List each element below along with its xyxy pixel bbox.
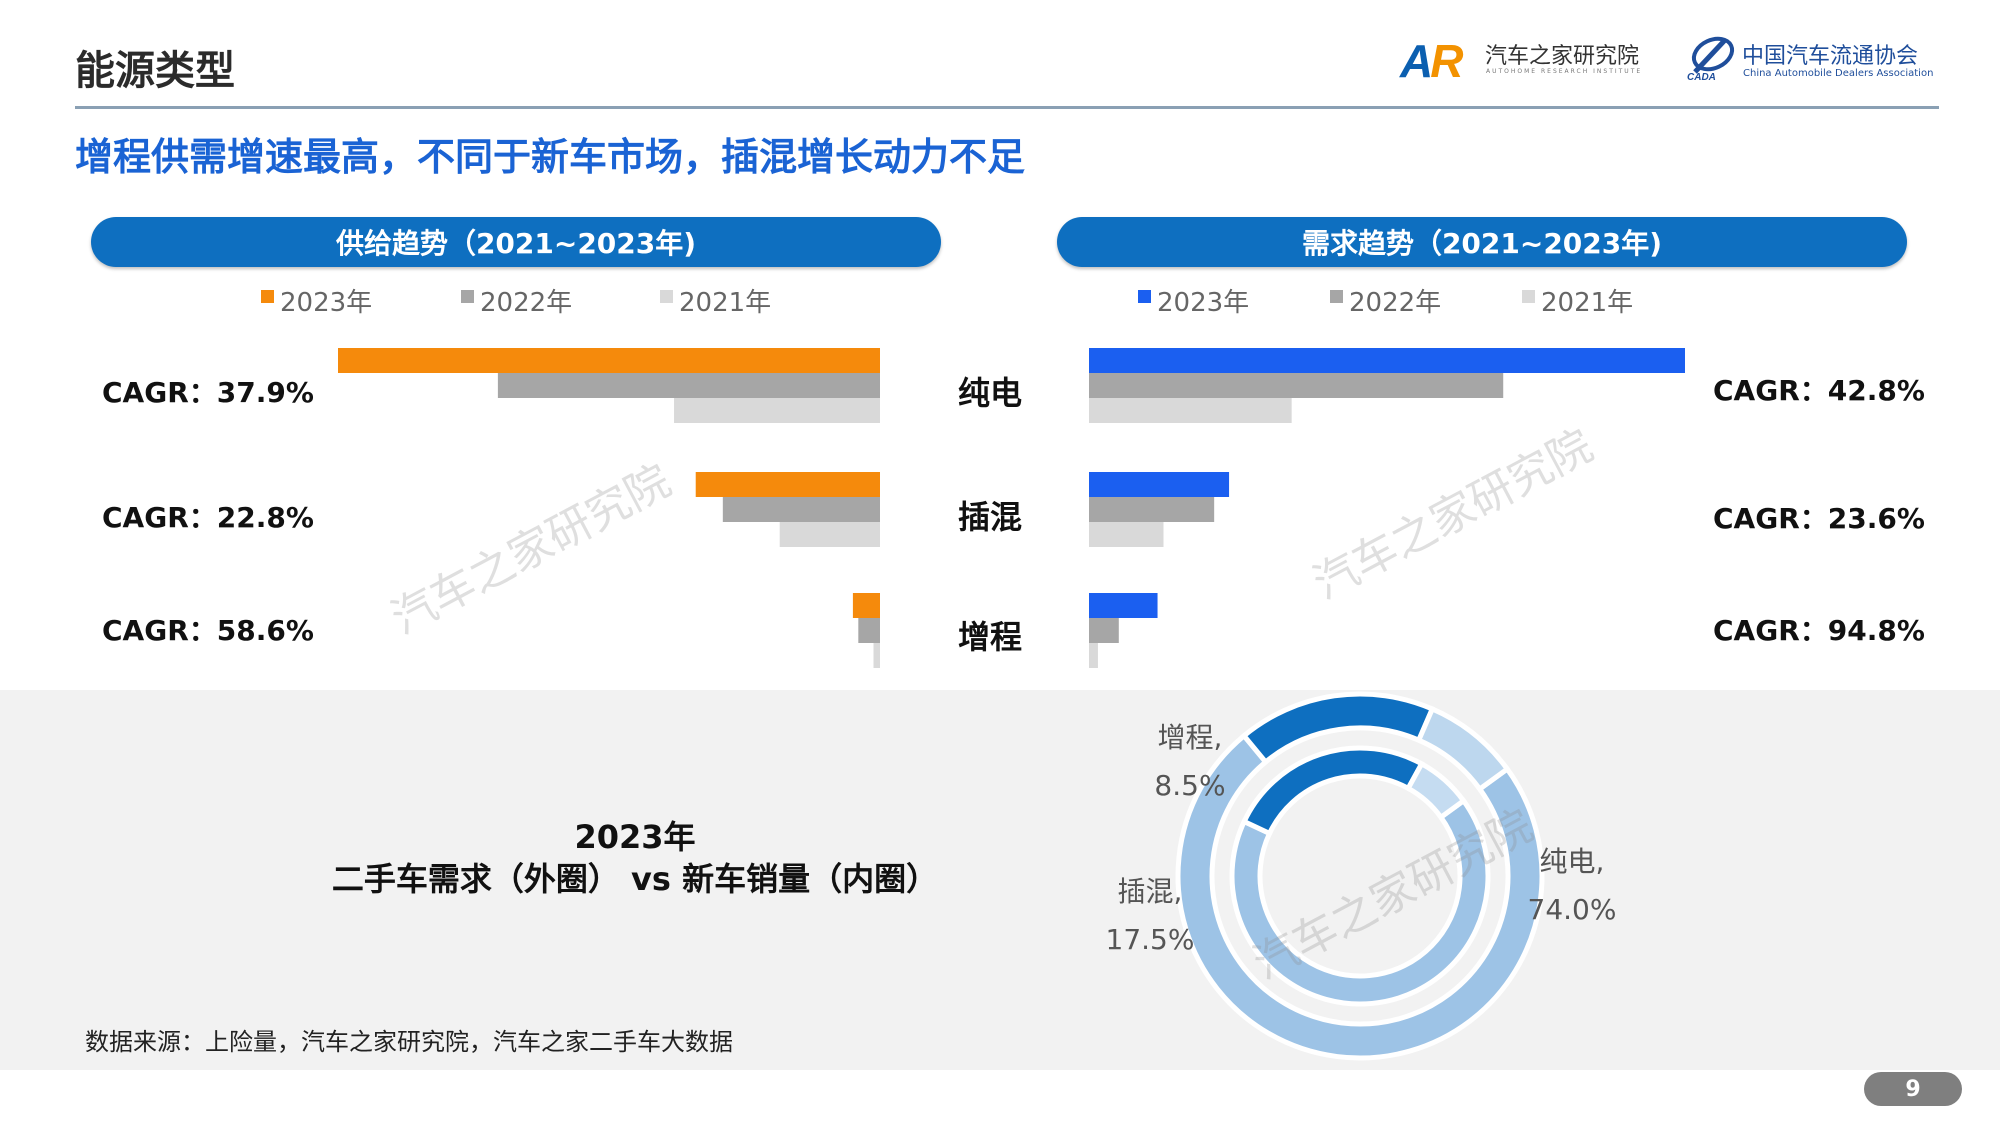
left-bar-cat-erev-2022年 (858, 618, 880, 643)
right-bar-cat-erev-2022年 (1089, 618, 1119, 643)
donut-inner-slice-增程 (1404, 760, 1468, 821)
left-bar-cat-bev-2022年 (497, 373, 880, 398)
demand-legend-2021: 2021年 (1522, 282, 1633, 319)
right-bar-cat-phev-2022年 (1089, 497, 1215, 522)
source-note: 数据来源：上险量，汽车之家研究院，汽车之家二手车大数据 (85, 1028, 733, 1056)
right-bar-cat-bev-2023年 (1089, 348, 1685, 373)
supply-legend-2022: 2022年 (461, 282, 572, 319)
donut-label-value: 8.5% (1154, 769, 1226, 802)
donut-label-bev: 纯电, 74.0% (1520, 838, 1624, 934)
left-bar-cat-phev-2021年 (779, 522, 880, 547)
supply-trend-header: 供给趋势（2021~2023年) (91, 217, 941, 267)
donut-outer-slice-纯电 (1175, 732, 1545, 1061)
cada-logo: CADA 中国汽车流通协会 China Automobile Dealers A… (1685, 30, 1933, 86)
donut-label-value: 74.0% (1527, 893, 1617, 926)
page-number: 9 (1864, 1072, 1962, 1106)
legend-label: 2022年 (1349, 288, 1442, 318)
slide-headline: 增程供需增速最高，不同于新车市场，插混增长动力不足 (75, 135, 1026, 179)
legend-label: 2023年 (1157, 288, 1250, 318)
right-bar-cat-bev-2022年 (1089, 373, 1504, 398)
demand-trend-header: 需求趋势（2021~2023年) (1057, 217, 1907, 267)
supply-legend-2023: 2023年 (261, 282, 372, 319)
legend-label: 2023年 (280, 288, 373, 318)
left-bar-cat-phev-2022年 (722, 497, 880, 522)
cada-logo-subtext: China Automobile Dealers Association (1743, 68, 1934, 79)
title-divider (75, 106, 1939, 109)
cada-emblem-icon: CADA (1687, 36, 1735, 82)
category-bev: 纯电 (958, 374, 1023, 412)
donut-label-name: 增程, (1157, 721, 1223, 754)
right-bar-cat-erev-2023年 (1089, 593, 1158, 618)
legend-swatch (261, 290, 274, 303)
ar-logo-icon: AR (1400, 35, 1463, 87)
right-bar-cat-bev-2021年 (1089, 398, 1292, 423)
category-erev: 增程 (958, 618, 1023, 656)
demand-legend-2023: 2023年 (1138, 282, 1249, 319)
legend-swatch (660, 290, 673, 303)
cada-logo-name: 中国汽车流通协会 (1742, 44, 1919, 69)
donut-title: 2023年 二手车需求（外圈） vs 新车销量（内圈） (300, 816, 970, 900)
donut-title-line1: 2023年 (574, 818, 696, 856)
donut-label-name: 纯电, (1539, 845, 1605, 878)
left-bar-cat-phev-2023年 (695, 472, 880, 497)
demand-cagr-bev: CAGR：42.8% (1713, 374, 1925, 407)
donut-label-phev: 插混, 17.5% (1098, 868, 1202, 964)
donut-label-erev: 增程, 8.5% (1140, 714, 1240, 810)
bar-charts (338, 348, 1685, 668)
demand-legend-2022: 2022年 (1330, 282, 1441, 319)
supply-cagr-phev: CAGR：22.8% (102, 501, 314, 534)
category-phev: 插混 (958, 498, 1023, 536)
right-bar-cat-phev-2021年 (1089, 522, 1164, 547)
demand-cagr-erev: CAGR：94.8% (1713, 614, 1925, 647)
legend-label: 2022年 (480, 288, 573, 318)
donut-label-name: 插混, (1117, 875, 1183, 908)
legend-swatch (1522, 290, 1535, 303)
bottom-panel (0, 690, 2000, 1070)
legend-label: 2021年 (679, 288, 772, 318)
donut-label-value: 17.5% (1105, 923, 1195, 956)
right-bar-cat-erev-2021年 (1089, 643, 1098, 668)
autohome-research-logo: AR 汽车之家研究院 AUTOHOME RESEARCH INSTITUTE (1400, 34, 1690, 87)
svg-text:CADA: CADA (1687, 72, 1716, 82)
ar-logo-subtext: AUTOHOME RESEARCH INSTITUTE (1486, 68, 1643, 75)
energy-donut-chart (1175, 691, 1545, 1061)
left-bar-cat-erev-2021年 (873, 643, 880, 668)
left-bar-cat-bev-2023年 (338, 348, 880, 373)
ar-logo-name: 汽车之家研究院 (1485, 44, 1640, 69)
right-bar-cat-phev-2023年 (1089, 472, 1230, 497)
left-bar-cat-bev-2021年 (674, 398, 880, 423)
demand-cagr-phev: CAGR：23.6% (1713, 502, 1925, 535)
donut-inner-slice-纯电 (1229, 797, 1491, 1007)
legend-swatch (1330, 290, 1343, 303)
supply-cagr-bev: CAGR：37.9% (102, 376, 314, 409)
legend-swatch (1138, 290, 1151, 303)
page-title: 能源类型 (75, 48, 235, 94)
left-bar-cat-erev-2023年 (852, 593, 880, 618)
donut-title-line2: 二手车需求（外圈） vs 新车销量（内圈） (331, 860, 939, 898)
donut-outer-slice-增程 (1415, 705, 1511, 793)
supply-cagr-erev: CAGR：58.6% (102, 614, 314, 647)
legend-swatch (461, 290, 474, 303)
supply-legend-2021: 2021年 (660, 282, 771, 319)
legend-label: 2021年 (1541, 288, 1634, 318)
